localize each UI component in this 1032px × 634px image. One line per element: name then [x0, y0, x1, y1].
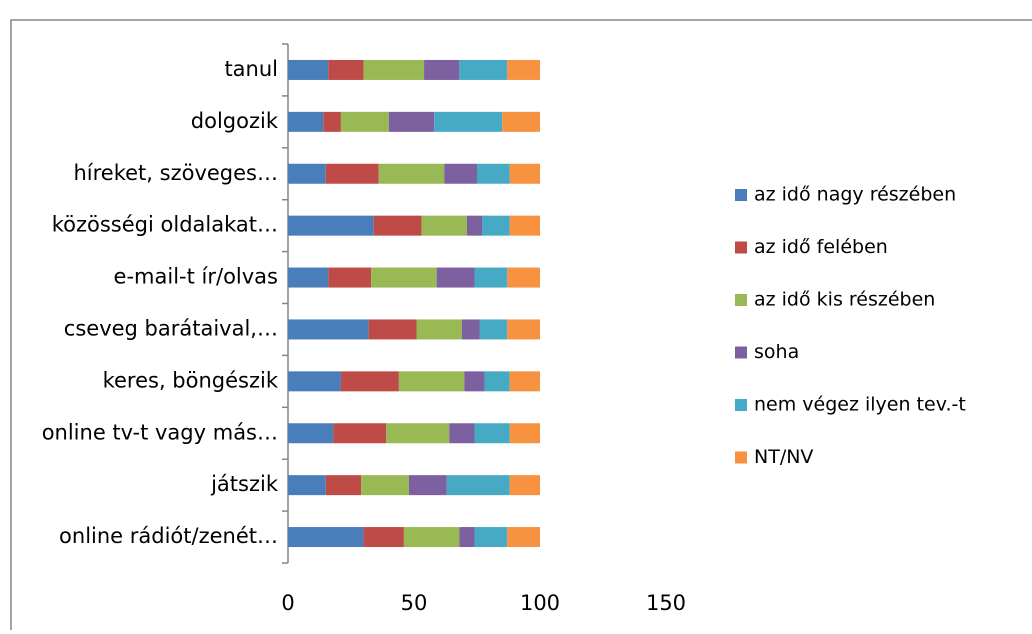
legend-swatch [735, 346, 747, 359]
y-tick-label: dolgozik [191, 109, 279, 133]
bar-segment [378, 163, 445, 184]
bar-segment [408, 475, 447, 496]
bar-segment [386, 423, 450, 444]
bar-segment [466, 215, 483, 236]
legend-label: nem végez ilyen tev.-t [754, 394, 966, 416]
bar-segment [288, 267, 329, 288]
bar-segment [459, 59, 508, 80]
bar-segment [484, 371, 510, 392]
bar-segment [464, 371, 485, 392]
bar-segment [388, 111, 435, 132]
y-tick-label: híreket, szöveges… [73, 161, 278, 185]
bar-segment [474, 267, 508, 288]
bar-segment [507, 527, 540, 548]
x-tick-label: 150 [646, 591, 686, 615]
bar-segment [325, 163, 379, 184]
y-tick-label: keres, böngészik [103, 368, 279, 392]
bar-segment [288, 59, 329, 80]
bar-segment [444, 163, 477, 184]
bar-segment [288, 215, 374, 236]
bar-segment [363, 59, 425, 80]
y-tick-label: e-mail-t ír/olvas [114, 265, 278, 289]
bar-segment [323, 111, 341, 132]
legend-label: az idő felében [754, 236, 888, 258]
bar-segment [424, 59, 460, 80]
bar-segment [436, 267, 475, 288]
bar-segment [434, 111, 503, 132]
legend-swatch [735, 189, 747, 201]
bar-segment [333, 423, 387, 444]
legend-label: az idő nagy részében [754, 184, 956, 206]
bar-segment [509, 215, 540, 236]
bar-segment [288, 423, 334, 444]
y-tick-label: online tv-t vagy más… [42, 420, 278, 444]
bar-segment [325, 475, 362, 496]
legend-label: az idő kis részében [754, 289, 935, 311]
bar-segment [479, 319, 508, 340]
bar-segment [340, 111, 389, 132]
bar-segment [474, 423, 510, 444]
legend-swatch [735, 241, 747, 254]
legend-swatch [735, 399, 747, 411]
y-tick-label: cseveg barátaival,… [64, 316, 278, 340]
bar-segment [328, 59, 364, 80]
bar-segment [509, 475, 540, 496]
bar-segment [507, 59, 540, 80]
bar-segment [459, 527, 475, 548]
legend-label: NT/NV [754, 446, 813, 468]
bar-segment [446, 475, 510, 496]
bar-segment [449, 423, 475, 444]
bar-segment [371, 267, 437, 288]
bar-segment [509, 371, 540, 392]
bar-segment [403, 527, 460, 548]
bar-segment [288, 371, 341, 392]
bar-segment [477, 163, 510, 184]
bar-segment [461, 319, 480, 340]
bar-segment [416, 319, 462, 340]
bar-segment [288, 111, 324, 132]
bar-segment [288, 163, 326, 184]
x-tick-label: 50 [401, 591, 428, 615]
legend-label: soha [754, 341, 799, 363]
y-tick-label: online rádiót/zenét… [59, 524, 278, 548]
bar-segment [421, 215, 467, 236]
bar-segment [482, 215, 510, 236]
bar-segment [509, 423, 540, 444]
y-tick-label: tanul [224, 57, 278, 81]
bar-segment [507, 319, 540, 340]
y-tick-label: játszik [210, 472, 279, 496]
x-tick-label: 100 [520, 591, 560, 615]
bar-segment [328, 267, 372, 288]
legend-swatch [735, 451, 747, 464]
bar-segment [340, 371, 399, 392]
bar-segment [507, 267, 540, 288]
bar-segment [509, 163, 540, 184]
bar-segment [361, 475, 409, 496]
bar-segment [288, 475, 326, 496]
bar-segment [288, 319, 369, 340]
legend-swatch [735, 294, 747, 306]
y-tick-label: közösségi oldalakat… [52, 213, 278, 237]
bar-segment [373, 215, 422, 236]
bar-segment [288, 527, 364, 548]
x-tick-label: 0 [281, 591, 294, 615]
bar-segment [474, 527, 508, 548]
bar-segment [363, 527, 404, 548]
bar-segment [398, 371, 465, 392]
bar-segment [502, 111, 540, 132]
bar-segment [368, 319, 417, 340]
